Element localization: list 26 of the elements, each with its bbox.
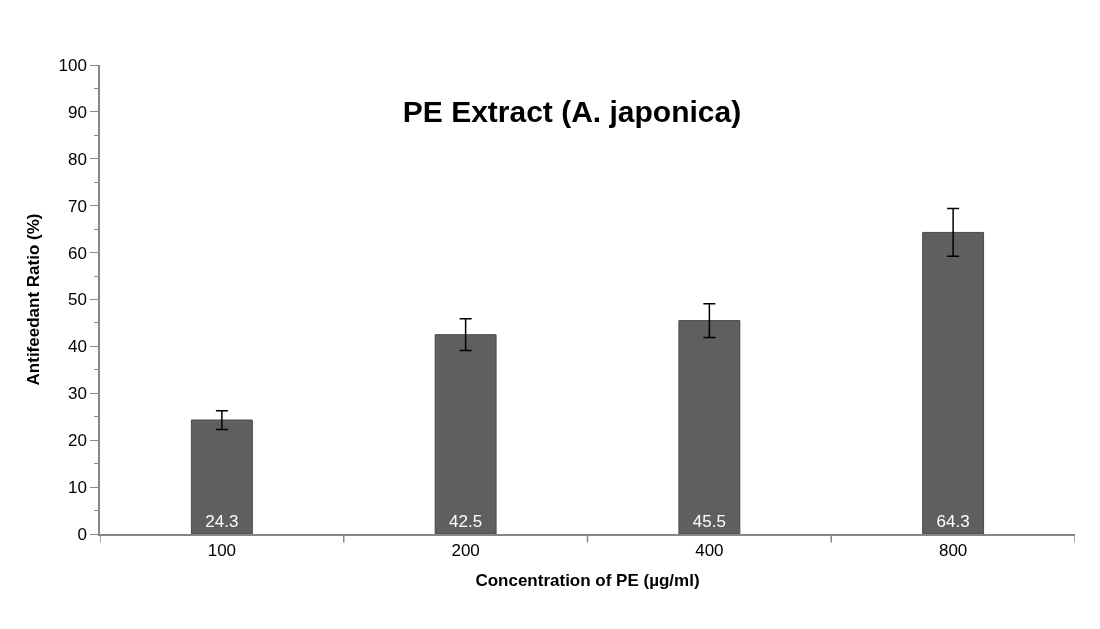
x-tick-label: 800: [938, 541, 968, 561]
bar: [434, 334, 497, 534]
y-tick-label: 60: [67, 243, 87, 263]
y-tick-label: 90: [67, 102, 87, 122]
y-tick-label: 10: [67, 478, 87, 498]
data-label: 42.5: [449, 512, 483, 531]
x-tick-label: 100: [207, 541, 237, 561]
bar: [678, 320, 741, 534]
y-axis-title: Antifeedant Ratio (%): [23, 213, 43, 386]
text: PE Extract (A. japonica): [402, 94, 742, 128]
y-tick-label: 0: [77, 524, 87, 544]
y-tick-label: 80: [67, 149, 87, 169]
x-tick-label: 200: [451, 541, 480, 561]
y-tick-label: 100: [58, 55, 87, 75]
data-label: 24.3: [205, 512, 239, 531]
y-tick-label: 20: [67, 431, 87, 451]
data-label: 45.5: [692, 512, 726, 531]
y-tick-label: 40: [67, 337, 87, 357]
data-label: 64.3: [936, 512, 970, 531]
bar: [922, 231, 985, 534]
y-tick-label: 30: [67, 384, 87, 404]
bar: [190, 419, 253, 534]
y-tick-label: 50: [67, 290, 87, 310]
x-tick-label: 400: [695, 541, 724, 561]
y-tick-label: 70: [67, 196, 87, 216]
x-axis-title: Concentration of PE (µg/ml): [475, 571, 700, 591]
